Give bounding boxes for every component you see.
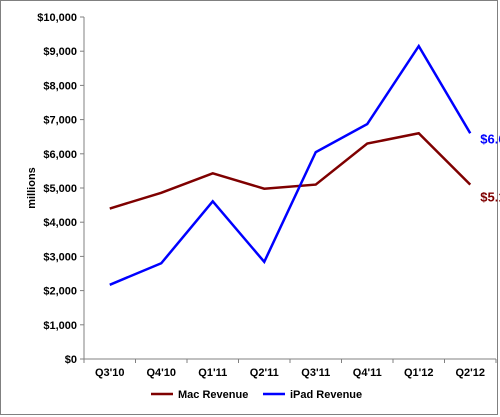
y-tick-label: $7,000 <box>43 115 77 127</box>
x-tick-label: Q4'11 <box>353 367 382 379</box>
y-tick-label: $9,000 <box>43 46 77 58</box>
legend: Mac Revenue iPad Revenue <box>151 389 362 401</box>
y-tick-label: $8,000 <box>43 80 77 92</box>
ipad-revenue-end-label: $6.6 B <box>480 131 500 146</box>
ipad-revenue-legend-label: iPad Revenue <box>290 389 362 401</box>
mac-revenue-end-label: $5.1 B <box>480 190 500 205</box>
x-tick-label: Q3'11 <box>301 367 330 379</box>
mac-revenue-legend-label: Mac Revenue <box>178 389 248 401</box>
mac-revenue-line <box>109 131 472 210</box>
y-ticks: $0 $1,000 $2,000 $3,000 $4,000 $5,000 $6,000 $7… <box>37 12 84 366</box>
y-tick-label: $4,000 <box>43 217 77 229</box>
x-tick-label: Q2'12 <box>455 367 485 379</box>
x-ticks: Q3'10 Q4'10 Q1'11 Q2'11 Q3'11 Q4'11 Q1'12 Q2'12 <box>83 359 497 379</box>
x-tick-label: Q2'11 <box>250 367 279 379</box>
end-labels: $5.1 B $6.6 B <box>480 131 500 204</box>
y-tick-label: $3,000 <box>43 251 77 263</box>
x-tick-label: Q4'10 <box>146 367 176 379</box>
y-tick-label: $2,000 <box>43 286 77 298</box>
y-tick-label: $5,000 <box>43 183 77 195</box>
ipad-revenue-line <box>109 43 472 286</box>
x-tick-label: Q3'10 <box>95 367 125 379</box>
y-axis-label: millions <box>26 167 38 209</box>
series-lines <box>109 43 472 286</box>
x-tick-label: Q1'12 <box>404 367 434 379</box>
y-tick-label: $6,000 <box>43 149 77 161</box>
axes <box>83 17 496 360</box>
y-tick-label: $10,000 <box>37 12 77 24</box>
x-tick-label: Q1'11 <box>198 367 227 379</box>
y-tick-label: $1,000 <box>43 320 77 332</box>
y-tick-label: $0 <box>65 354 77 366</box>
